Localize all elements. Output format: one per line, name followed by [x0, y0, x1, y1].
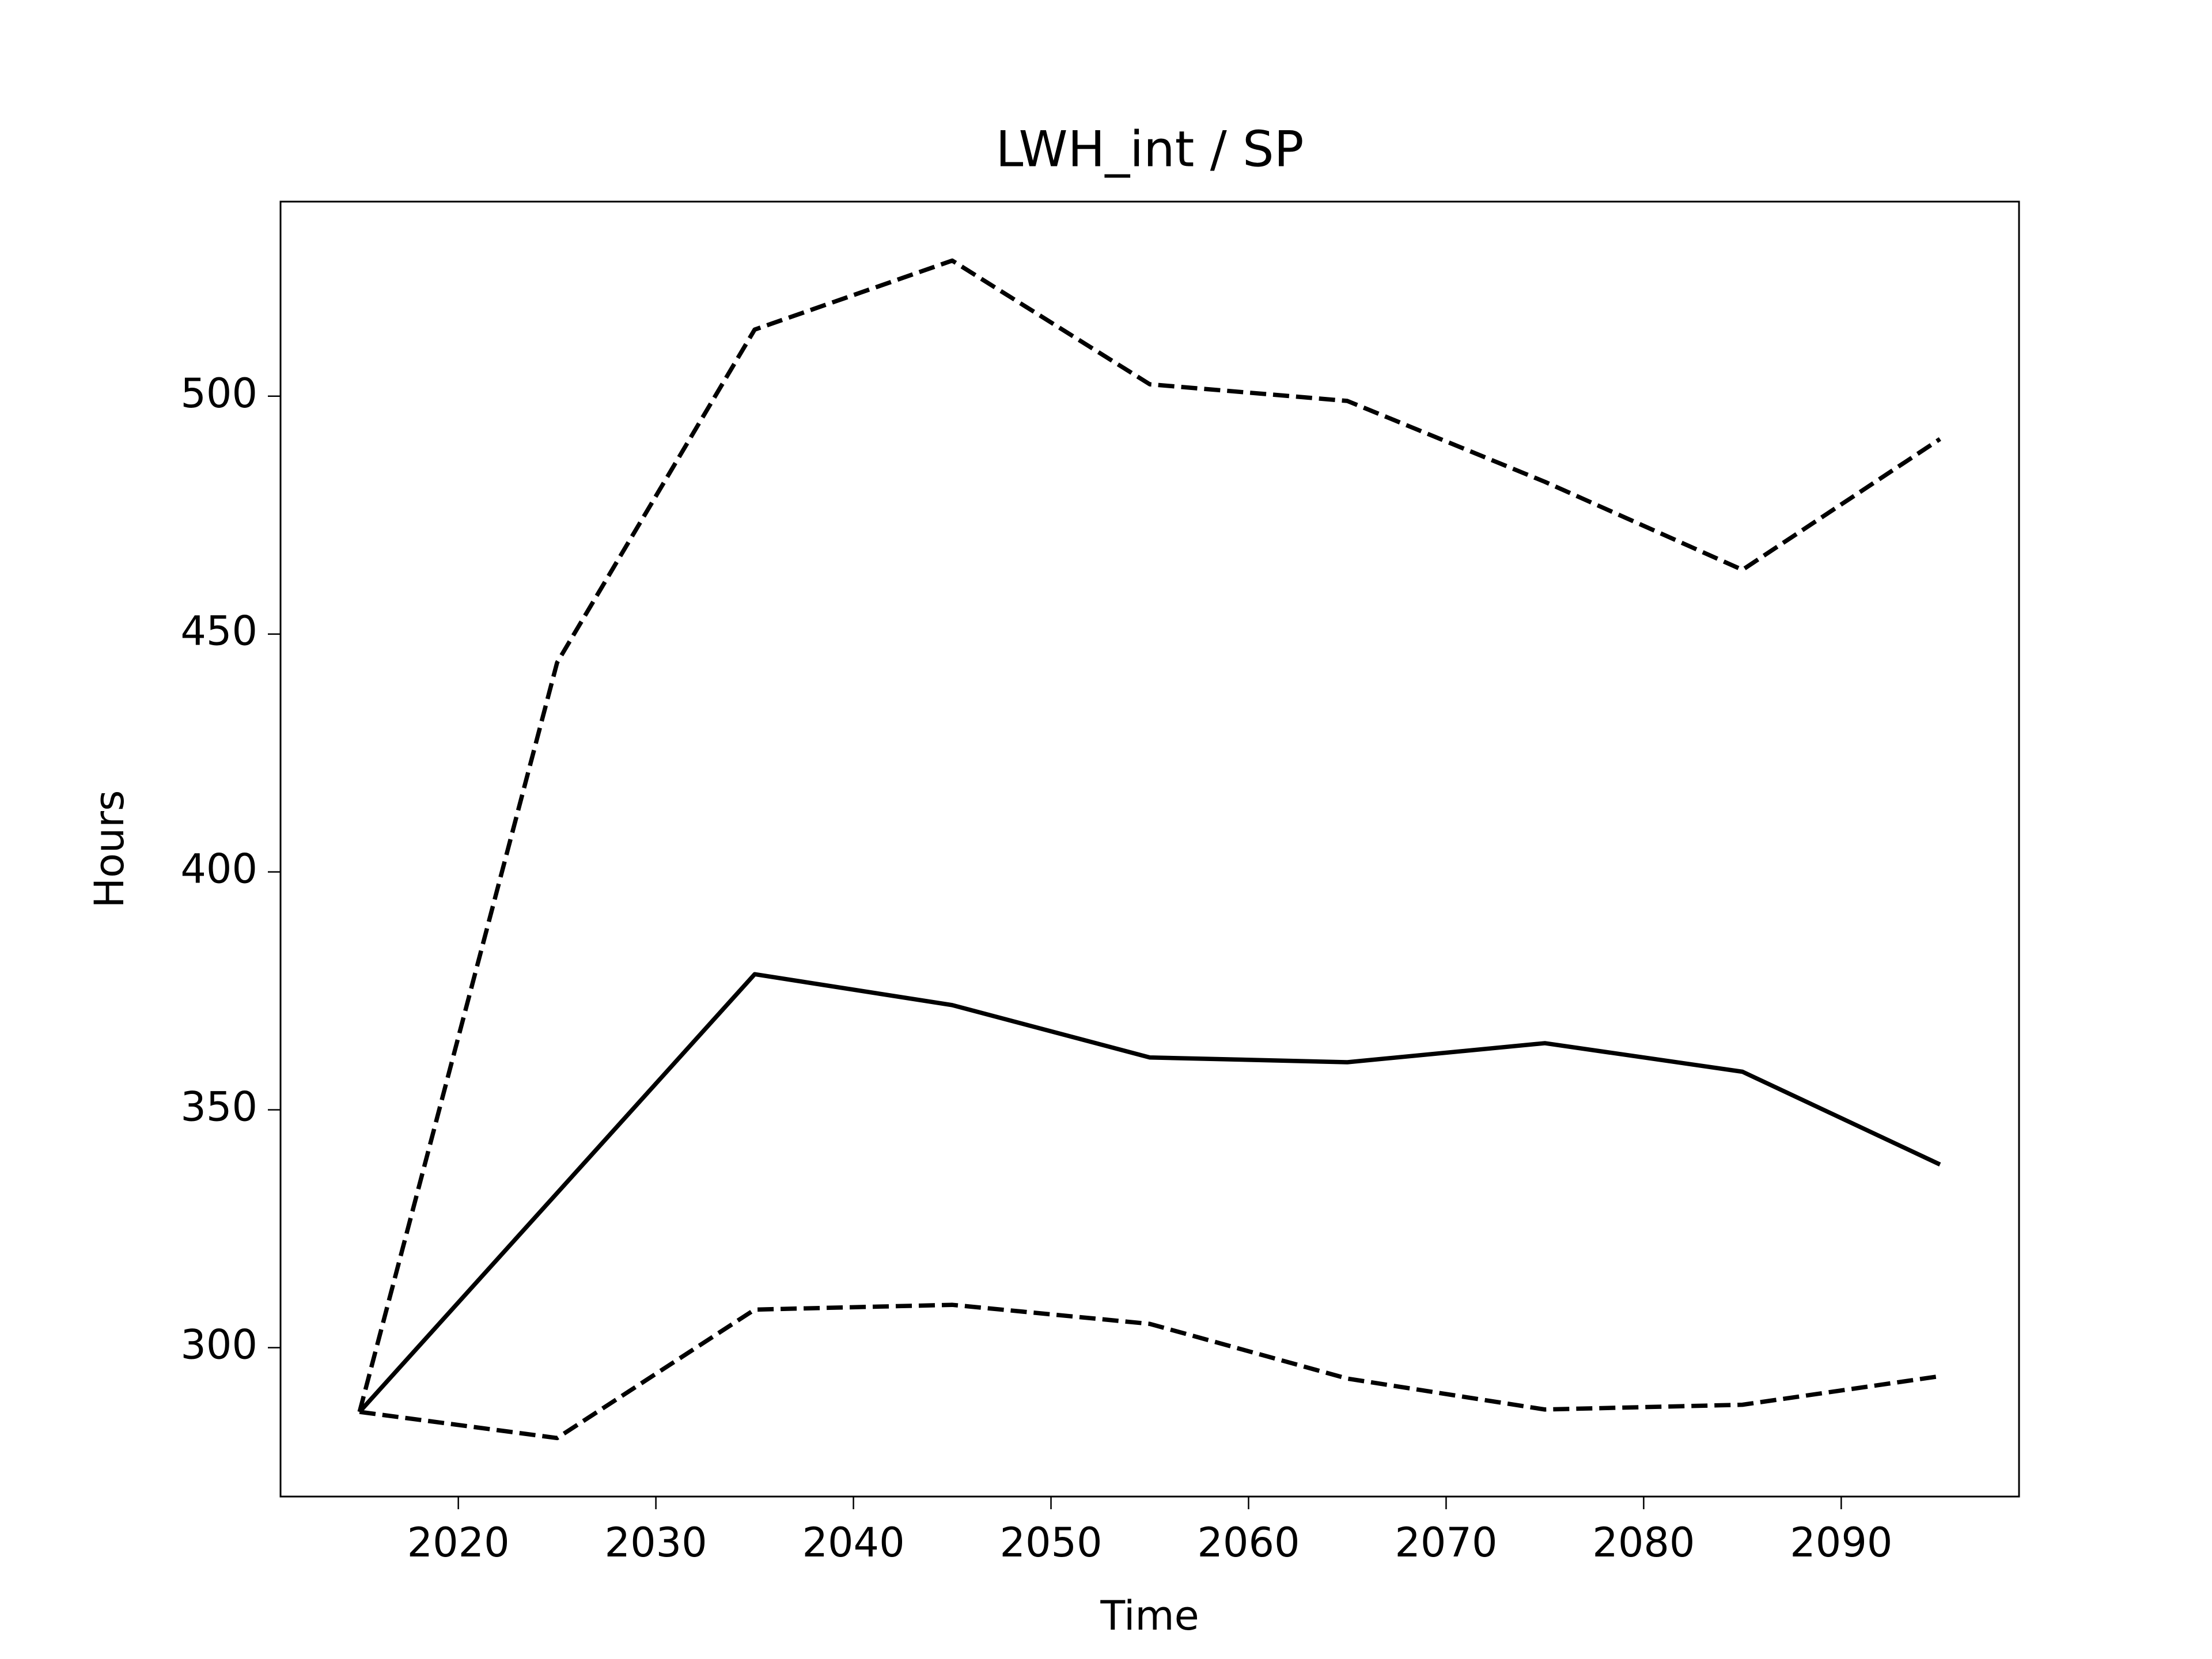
plot-frame: [279, 200, 2020, 1498]
y-tick-label: 400: [180, 846, 257, 893]
x-tick-label: 2020: [407, 1519, 510, 1566]
line-series: [359, 1302, 1941, 1441]
x-tick-label: 2040: [802, 1519, 904, 1566]
x-tick-label: 2050: [999, 1519, 1102, 1566]
line-series: [357, 258, 1941, 1412]
y-tick-label: 350: [180, 1084, 257, 1131]
line-series: [358, 972, 1941, 1414]
x-tick-label: 2080: [1592, 1519, 1695, 1566]
x-axis-label: Time: [1100, 1592, 1199, 1639]
y-tick-label: 300: [180, 1321, 257, 1369]
x-tick-label: 2060: [1197, 1519, 1300, 1566]
x-tick-label: 2070: [1395, 1519, 1497, 1566]
y-tick-label: 500: [180, 370, 257, 417]
y-tick-label: 450: [180, 608, 257, 655]
x-tick-label: 2030: [605, 1519, 707, 1566]
chart-title: LWH_int / SP: [996, 120, 1304, 178]
y-axis-label: Hours: [86, 790, 133, 908]
x-tick-label: 2090: [1790, 1519, 1892, 1566]
